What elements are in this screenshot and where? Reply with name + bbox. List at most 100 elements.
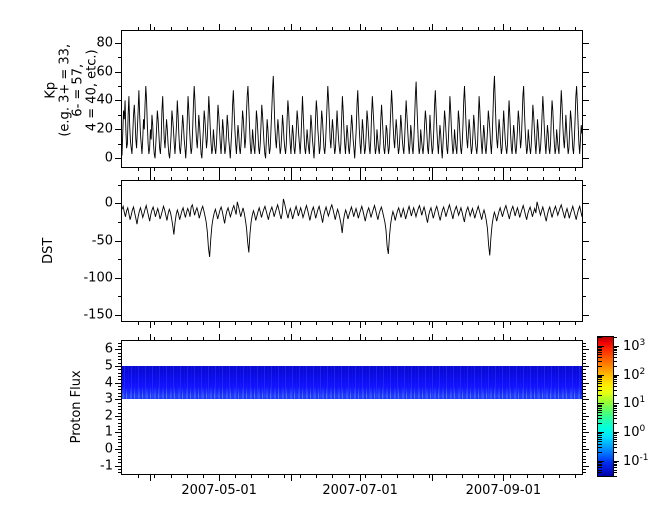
dst-xtick-minor-top — [380, 177, 382, 181]
flux-xtick-minor-top — [478, 337, 479, 341]
colorbar-tick-minor-right — [613, 375, 617, 377]
flux-xtick-minor — [380, 474, 382, 478]
flux-ytick-major-right — [582, 465, 589, 467]
dst-ytick-label: -150 — [83, 307, 113, 323]
dst-xtick-minor-top — [267, 177, 269, 181]
kp-ytick-major-right — [582, 129, 589, 131]
flux-ytick-minor — [118, 459, 122, 460]
flux-xtick-minor — [202, 474, 204, 478]
kp-xtick-minor — [575, 167, 577, 171]
kp-xtick-minor — [494, 167, 496, 171]
dst-ytick-major-right — [582, 277, 589, 279]
kp-xtick-minor-top — [154, 27, 156, 31]
flux-xtick-minor-top — [235, 337, 237, 341]
flux-xtick-minor — [300, 474, 301, 478]
flux-ytick-minor — [118, 385, 122, 387]
flux-ytick-minor — [118, 352, 122, 354]
dst-ytick-major — [115, 240, 122, 242]
dst-ytick-major — [115, 203, 122, 205]
flux-ytick-minor-right — [582, 375, 586, 377]
kp-xtick-minor — [380, 167, 382, 171]
flux-xtick-minor-top — [413, 337, 415, 341]
flux-xtick-minor — [170, 474, 172, 478]
dst-xtick-minor — [251, 321, 253, 325]
kp-xtick-minor-top — [202, 27, 204, 31]
dst-xtick-minor-top — [300, 177, 301, 181]
dst-xtick-minor-top — [429, 177, 431, 181]
flux-xtick-minor — [494, 474, 496, 478]
colorbar-tick-minor — [598, 409, 602, 411]
colorbar-tick-minor — [598, 354, 602, 356]
flux-ytick-minor-right — [582, 429, 586, 431]
flux-xtick-minor-top — [154, 337, 156, 341]
kp-xtick-major-top — [290, 24, 292, 31]
flux-ytick-major-right — [582, 432, 589, 434]
dst-xtick-minor-top — [316, 177, 318, 181]
dst-xtick-minor — [413, 321, 415, 325]
flux-ytick-label: 3 — [104, 391, 113, 407]
kp-xtick-minor-top — [251, 27, 253, 31]
kp-ytick-major — [115, 42, 122, 44]
colorbar-tick-exponent: 3 — [639, 337, 646, 348]
kp-axis-title-line-3: 4 = 40, etc.) — [84, 49, 100, 132]
colorbar-tick-minor — [598, 377, 602, 379]
dst-ytick-minor-right — [582, 222, 586, 223]
flux-ytick-minor — [118, 452, 122, 454]
colorbar-tick-minor-right — [613, 423, 617, 425]
dst-axis-title: DST — [41, 221, 56, 281]
colorbar-tick-minor-right — [613, 409, 617, 411]
flux-xtick-label: 2007-05-01 — [181, 483, 257, 498]
flux-xtick-minor — [445, 474, 447, 478]
dst-xtick-minor-top — [219, 177, 221, 181]
flux-xtick-major — [503, 474, 505, 481]
colorbar-tick-minor-right — [613, 354, 617, 356]
colorbar-tick-minor-right — [613, 348, 617, 350]
flux-xtick-minor — [186, 474, 188, 478]
flux-colorbar: 10-1 100 101 102 103 — [597, 336, 649, 477]
kp-xtick-minor — [154, 167, 156, 171]
flux-ytick-minor — [118, 472, 122, 474]
flux-xtick-major-top — [290, 334, 292, 341]
colorbar-tick-minor-right — [613, 469, 617, 471]
kp-xtick-minor — [445, 167, 447, 171]
flux-ytick-minor-right — [582, 462, 586, 464]
kp-trace — [122, 75, 582, 159]
flux-xtick-minor-top — [558, 337, 560, 341]
flux-ytick-minor-right — [582, 425, 586, 427]
dst-xtick-minor — [380, 321, 382, 325]
colorbar-tick-minor — [598, 462, 602, 464]
colorbar-tick-minor — [598, 472, 602, 474]
flux-ytick-major-right — [582, 349, 589, 351]
flux-ytick-minor-right — [582, 419, 586, 421]
dst-xtick-major-top — [360, 174, 362, 181]
flux-ytick-minor-right — [582, 452, 586, 454]
flux-ytick-minor-right — [582, 445, 586, 447]
kp-xtick-minor — [235, 167, 237, 171]
flux-ytick-major — [115, 399, 122, 401]
kp-xtick-major — [290, 167, 292, 174]
colorbar-tick-major-right — [613, 460, 619, 462]
flux-xtick-minor-top — [138, 337, 140, 341]
flux-ytick-minor-right — [582, 469, 586, 470]
colorbar-tick-major-right — [613, 345, 619, 347]
kp-xtick-minor — [461, 167, 463, 171]
flux-ytick-minor — [118, 409, 122, 411]
colorbar-tick-label: 10-1 — [623, 452, 649, 470]
kp-xtick-minor-top — [397, 27, 399, 31]
dst-xtick-minor — [364, 321, 366, 325]
dst-ytick-major — [115, 277, 122, 279]
dst-xtick-minor — [461, 321, 463, 325]
colorbar-tick-minor — [598, 383, 602, 385]
flux-ytick-label: 4 — [104, 375, 113, 391]
flux-ytick-minor-right — [582, 435, 586, 437]
dst-xtick-minor-top — [510, 177, 512, 181]
kp-xtick-minor — [219, 167, 221, 171]
flux-xtick-minor — [413, 474, 415, 478]
kp-xtick-minor-top — [170, 27, 172, 31]
flux-ytick-minor — [118, 429, 122, 431]
dst-xtick-minor — [154, 321, 156, 325]
flux-ytick-minor — [118, 346, 122, 347]
dst-xtick-minor — [219, 321, 221, 325]
flux-xtick-major-top — [149, 334, 151, 341]
colorbar-tick-label: 103 — [623, 337, 646, 354]
